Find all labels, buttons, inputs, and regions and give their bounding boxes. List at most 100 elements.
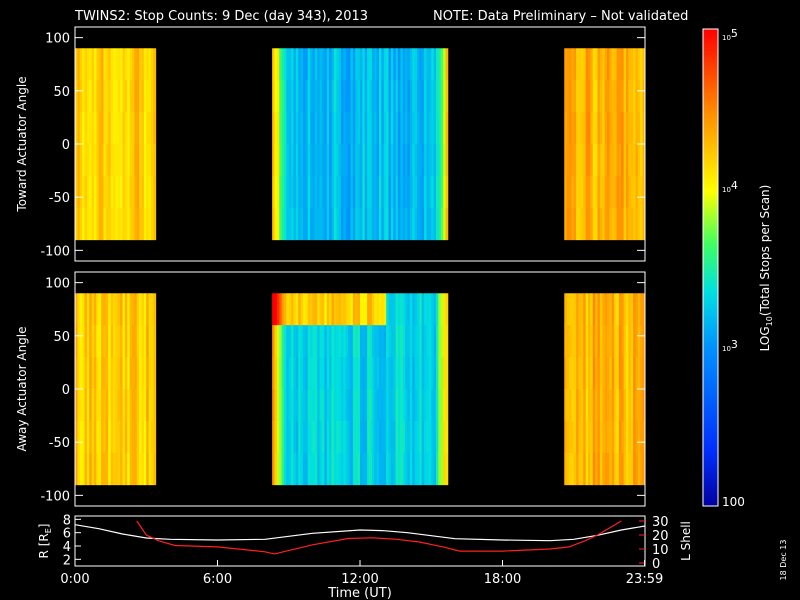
heatmap-cell (580, 389, 584, 422)
heatmap-cell (117, 293, 121, 326)
heatmap-cell (376, 144, 380, 177)
heatmap-cell (86, 389, 90, 422)
heatmap-cell (91, 325, 95, 358)
heatmap-cell (588, 325, 591, 358)
heatmap-cell (611, 389, 615, 422)
heatmap-cell (409, 80, 413, 113)
heatmap-cell (276, 112, 280, 145)
heatmap-cell (101, 293, 104, 326)
heatmap-cell (611, 452, 615, 486)
heatmap-cell (426, 207, 430, 241)
heatmap-cell (635, 389, 639, 422)
heatmap-cell (132, 144, 135, 177)
heatmap-cell (284, 389, 287, 422)
heatmap-cell (281, 48, 285, 81)
heatmap-cell (595, 175, 598, 209)
heatmap-cell (379, 80, 382, 113)
heatmap-cell (113, 357, 116, 390)
heatmap-cell (75, 48, 78, 81)
heatmap-cell (148, 325, 152, 358)
heatmap-cell (383, 389, 387, 422)
heatmap-cell (312, 420, 316, 454)
heatmap-cell (440, 325, 444, 358)
heatmap-cell (115, 452, 119, 486)
heatmap-cell (390, 452, 394, 486)
heatmap-cell (419, 175, 423, 209)
heatmap-cell (141, 207, 145, 241)
heatmap-cell (336, 80, 340, 113)
heatmap-cell (103, 112, 107, 145)
heatmap-cell (357, 325, 361, 358)
heatmap-cell (105, 420, 109, 454)
heatmap-cell (583, 293, 587, 326)
heatmap-cell (300, 452, 304, 486)
heatmap-cell (105, 144, 109, 177)
heatmap-cell (148, 175, 152, 209)
heatmap-cell (314, 357, 318, 390)
heatmap-cell (291, 207, 294, 241)
heatmap-cell (609, 112, 613, 145)
heatmap-cell (407, 452, 411, 486)
heatmap-cell (132, 357, 135, 390)
heatmap-cell (445, 325, 449, 358)
heatmap-cell (312, 175, 316, 209)
heatmap-cell (623, 175, 627, 209)
heatmap-cell (388, 293, 392, 326)
heatmap-cell (82, 144, 85, 177)
heatmap-cell (307, 357, 311, 390)
heatmap-cell (115, 48, 119, 81)
heatmap-cell (143, 80, 147, 113)
heatmap-cell (419, 48, 423, 81)
heatmap-cell (120, 325, 123, 358)
heatmap-cell (597, 357, 601, 390)
heatmap-cell (82, 325, 85, 358)
heatmap-cell (298, 389, 302, 422)
heatmap-cell (386, 175, 389, 209)
heatmap-cell (77, 325, 81, 358)
heatmap-cell (336, 420, 340, 454)
heatmap-cell (369, 325, 373, 358)
heatmap-cell (279, 48, 283, 81)
heatmap-cell (355, 80, 359, 113)
heatmap-cell (310, 389, 313, 422)
heatmap-cell (284, 48, 287, 81)
heatmap-cell (96, 112, 100, 145)
heatmap-cell (293, 144, 297, 177)
heatmap-cell (433, 420, 437, 454)
heatmap-cell (105, 293, 109, 326)
heatmap-cell (303, 452, 306, 486)
heatmap-cell (98, 48, 102, 81)
heatmap-cell (607, 207, 610, 241)
heatmap-cell (305, 389, 309, 422)
heatmap-cell (146, 357, 150, 390)
heatmap-cell (108, 144, 112, 177)
heatmap-cell (609, 293, 613, 326)
heatmap-cell (101, 144, 104, 177)
heatmap-cell (355, 144, 359, 177)
heatmap-cell (426, 420, 430, 454)
heatmap-cell (103, 420, 107, 454)
heatmap-cell (578, 80, 582, 113)
heatmap-cell (604, 420, 608, 454)
heatmap-cell (345, 144, 349, 177)
heatmap-cell (426, 452, 430, 486)
heatmap-cell (633, 48, 636, 81)
heatmap-cell (276, 325, 280, 358)
heatmap-cell (436, 357, 439, 390)
heatmap-cell (412, 357, 416, 390)
heatmap-cell (402, 325, 406, 358)
heatmap-cell (426, 112, 430, 145)
heatmap-cell (369, 207, 373, 241)
heatmap-cell (395, 207, 399, 241)
heatmap-cell (571, 420, 575, 454)
heatmap-cell (348, 293, 351, 326)
heatmap-cell (324, 420, 328, 454)
heatmap-cell (433, 48, 437, 81)
heatmap-cell (424, 452, 427, 486)
heatmap-cell (616, 293, 620, 326)
heatmap-cell (319, 293, 323, 326)
heatmap-cell (91, 420, 95, 454)
heatmap-cell (151, 80, 154, 113)
heatmap-cell (611, 175, 615, 209)
heatmap-cell (284, 144, 287, 177)
